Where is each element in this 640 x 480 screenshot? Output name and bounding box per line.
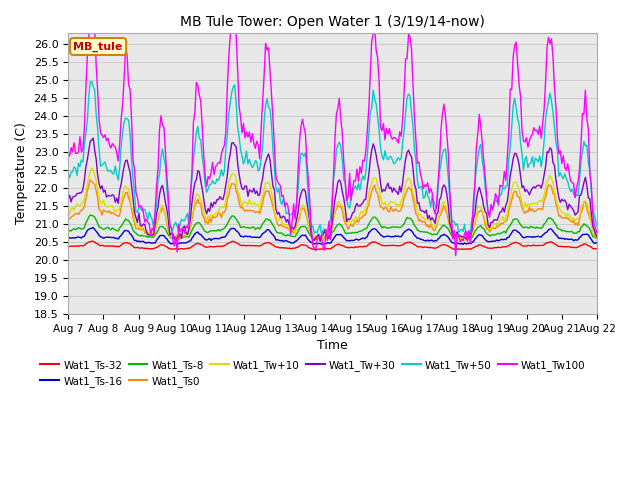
Wat1_Tw+30: [250, 185, 258, 191]
Wat1_Tw+50: [250, 162, 258, 168]
Wat1_Tw+10: [593, 231, 601, 237]
Wat1_Tw100: [88, 3, 95, 9]
Wat1_Ts0: [297, 207, 305, 213]
Wat1_Tw+50: [88, 79, 95, 84]
Line: Wat1_Ts-16: Wat1_Ts-16: [68, 228, 597, 244]
Wat1_Tw+10: [64, 213, 72, 219]
Wat1_Tw+30: [593, 234, 601, 240]
Wat1_Tw+10: [567, 214, 575, 220]
Wat1_Tw+50: [567, 189, 575, 194]
Wat1_Tw+50: [297, 151, 305, 156]
Wat1_Ts-16: [567, 236, 575, 242]
Wat1_Ts-8: [131, 229, 138, 235]
Wat1_Tw+30: [64, 196, 72, 202]
Line: Wat1_Tw100: Wat1_Tw100: [68, 6, 597, 256]
Wat1_Tw+50: [131, 190, 138, 196]
Wat1_Ts0: [567, 218, 575, 224]
Wat1_Tw+30: [567, 204, 575, 209]
Wat1_Ts-16: [131, 238, 138, 243]
Wat1_Ts-32: [131, 245, 138, 251]
Line: Wat1_Ts-8: Wat1_Ts-8: [68, 215, 597, 240]
Wat1_Tw100: [593, 231, 601, 237]
Wat1_Tw+50: [64, 171, 72, 177]
Line: Wat1_Tw+50: Wat1_Tw+50: [68, 82, 597, 236]
Wat1_Tw+10: [131, 218, 138, 224]
X-axis label: Time: Time: [317, 339, 348, 352]
Line: Wat1_Ts-32: Wat1_Ts-32: [68, 241, 597, 250]
Wat1_Ts-32: [223, 241, 231, 247]
Wat1_Tw+10: [297, 205, 305, 211]
Wat1_Tw+30: [316, 239, 324, 244]
Wat1_Ts-32: [451, 247, 458, 252]
Wat1_Ts0: [131, 220, 138, 226]
Wat1_Ts-16: [593, 240, 601, 245]
Wat1_Ts-16: [297, 233, 305, 239]
Wat1_Tw+10: [250, 199, 258, 205]
Wat1_Tw+30: [223, 173, 231, 179]
Line: Wat1_Ts0: Wat1_Ts0: [68, 180, 597, 240]
Wat1_Ts-32: [241, 243, 249, 249]
Wat1_Ts0: [463, 238, 471, 243]
Wat1_Tw+50: [462, 233, 470, 239]
Wat1_Tw100: [223, 85, 231, 91]
Wat1_Tw100: [567, 178, 575, 184]
Wat1_Ts-32: [64, 243, 72, 249]
Wat1_Tw+30: [241, 183, 249, 189]
Wat1_Ts-16: [250, 234, 258, 240]
Line: Wat1_Tw+30: Wat1_Tw+30: [68, 138, 597, 241]
Wat1_Tw+50: [241, 156, 249, 162]
Wat1_Ts-16: [90, 225, 97, 230]
Wat1_Ts-8: [297, 224, 305, 229]
Wat1_Tw+10: [223, 189, 231, 194]
Wat1_Ts0: [86, 177, 94, 183]
Wat1_Tw100: [131, 166, 138, 171]
Title: MB Tule Tower: Open Water 1 (3/19/14-now): MB Tule Tower: Open Water 1 (3/19/14-now…: [180, 15, 485, 29]
Wat1_Ts-32: [567, 244, 575, 250]
Wat1_Tw+50: [223, 132, 231, 138]
Wat1_Tw+50: [593, 224, 601, 229]
Wat1_Ts-32: [593, 246, 601, 252]
Wat1_Ts-8: [64, 228, 72, 234]
Wat1_Ts-32: [250, 243, 258, 249]
Wat1_Tw+30: [297, 191, 305, 197]
Wat1_Ts0: [64, 216, 72, 222]
Wat1_Ts-16: [241, 233, 249, 239]
Wat1_Ts-8: [223, 221, 231, 227]
Wat1_Ts-8: [312, 237, 319, 242]
Wat1_Tw100: [241, 135, 249, 141]
Wat1_Ts-8: [567, 228, 575, 234]
Wat1_Tw100: [452, 253, 460, 259]
Wat1_Ts-32: [88, 238, 95, 244]
Wat1_Tw+30: [131, 209, 138, 215]
Wat1_Ts-8: [593, 235, 601, 241]
Wat1_Tw+10: [241, 200, 249, 205]
Wat1_Tw100: [64, 148, 72, 154]
Wat1_Tw100: [297, 123, 305, 129]
Line: Wat1_Tw+10: Wat1_Tw+10: [68, 168, 597, 242]
Wat1_Ts-16: [460, 241, 467, 247]
Wat1_Ts-8: [86, 212, 94, 218]
Text: MB_tule: MB_tule: [74, 41, 123, 52]
Wat1_Tw+30: [90, 135, 97, 141]
Wat1_Tw+10: [452, 239, 460, 245]
Wat1_Tw+10: [88, 165, 95, 171]
Wat1_Ts-8: [241, 224, 249, 230]
Wat1_Ts0: [241, 208, 249, 214]
Legend: Wat1_Ts-32, Wat1_Ts-16, Wat1_Ts-8, Wat1_Ts0, Wat1_Tw+10, Wat1_Tw+30, Wat1_Tw+50,: Wat1_Ts-32, Wat1_Ts-16, Wat1_Ts-8, Wat1_…: [36, 356, 589, 391]
Wat1_Ts-16: [223, 230, 231, 236]
Wat1_Ts-8: [250, 224, 258, 230]
Wat1_Ts0: [593, 234, 601, 240]
Wat1_Tw100: [250, 141, 258, 146]
Y-axis label: Temperature (C): Temperature (C): [15, 122, 28, 225]
Wat1_Ts-16: [64, 235, 72, 241]
Wat1_Ts0: [223, 196, 231, 202]
Wat1_Ts0: [250, 208, 258, 214]
Wat1_Ts-32: [297, 242, 305, 248]
